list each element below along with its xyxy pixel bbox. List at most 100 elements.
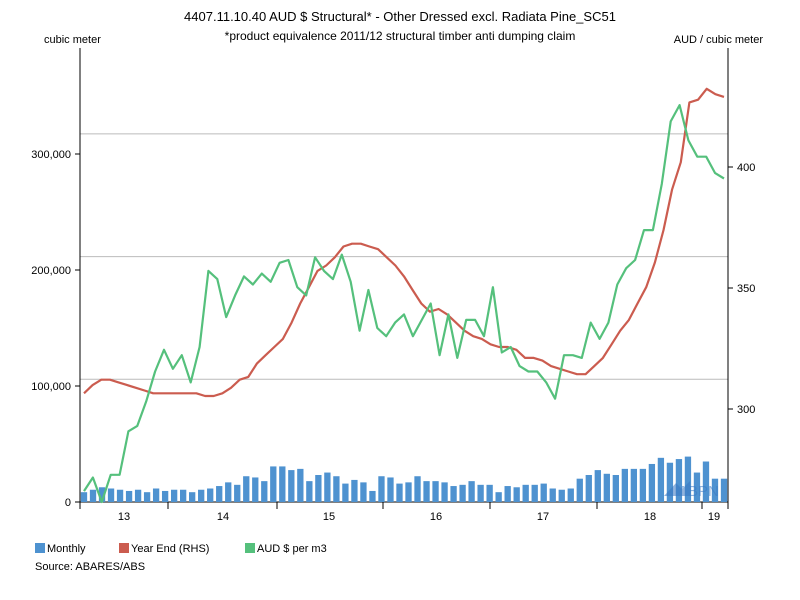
monthly-bar xyxy=(107,488,115,502)
right-tick-350: 350 xyxy=(728,283,755,295)
monthly-bar xyxy=(576,478,583,502)
monthly-bar xyxy=(360,482,367,502)
monthly-bar xyxy=(639,468,647,502)
monthly-bar xyxy=(468,481,475,502)
monthly-bar xyxy=(513,487,520,502)
monthly-bars xyxy=(80,456,728,502)
monthly-bar xyxy=(450,486,457,502)
monthly-bar xyxy=(189,492,196,502)
legend-label-year-end: Year End (RHS) xyxy=(131,543,209,555)
x-tick-label-15: 15 xyxy=(323,511,335,523)
monthly-bar xyxy=(161,490,169,502)
left-tick-300000: 300,000 xyxy=(31,149,80,161)
year-end-line xyxy=(83,87,725,398)
x-tick-label-17: 17 xyxy=(537,511,549,523)
legend-item-monthly: Monthly xyxy=(35,543,86,555)
monthly-bar xyxy=(89,489,97,502)
monthly-bar xyxy=(558,489,565,502)
x-tick-18: 18 xyxy=(596,502,656,523)
monthly-bar xyxy=(234,484,241,502)
monthly-bar xyxy=(657,457,665,502)
right-tick-400: 400 xyxy=(728,162,755,174)
legend-swatch-monthly xyxy=(35,543,45,553)
monthly-bar xyxy=(594,470,601,502)
x-tick-17: 17 xyxy=(489,502,549,523)
monthly-bar xyxy=(414,476,421,502)
x-tick-13: 13 xyxy=(79,502,130,523)
x-tick-label-19: 19 xyxy=(708,511,720,523)
monthly-bar xyxy=(324,472,331,502)
monthly-bar xyxy=(98,487,106,502)
monthly-bar xyxy=(486,484,493,502)
monthly-bar xyxy=(351,479,358,502)
monthly-bar xyxy=(125,490,133,502)
x-tick-15: 15 xyxy=(276,502,335,523)
left-tick-label-100000: 100,000 xyxy=(31,381,71,393)
x-tick-16: 16 xyxy=(382,502,442,523)
right-tick-300: 300 xyxy=(728,404,755,416)
monthly-bar xyxy=(198,489,205,502)
left-tick-label-200000: 200,000 xyxy=(31,265,71,277)
aud-per-m3-line xyxy=(83,103,725,504)
monthly-bar xyxy=(134,489,142,502)
right-axis-unit: AUD / cubic meter xyxy=(674,34,764,46)
monthly-bar xyxy=(378,476,385,502)
left-axis-unit: cubic meter xyxy=(44,34,101,46)
monthly-bar xyxy=(648,463,656,502)
monthly-bar xyxy=(540,483,547,502)
monthly-bar xyxy=(80,492,88,502)
monthly-bar xyxy=(477,484,484,502)
monthly-bar xyxy=(522,484,529,502)
monthly-bar xyxy=(261,481,268,502)
legend-swatch-year-end xyxy=(119,543,129,553)
gridlines xyxy=(80,133,728,380)
monthly-bar xyxy=(711,478,719,502)
monthly-bar xyxy=(666,462,674,502)
monthly-bar xyxy=(225,482,232,502)
legend-swatch-aud xyxy=(245,543,255,553)
monthly-bar xyxy=(441,482,448,502)
monthly-bar xyxy=(702,461,710,502)
legend-item-year-end: Year End (RHS) xyxy=(119,543,209,555)
monthly-bar xyxy=(630,468,638,502)
monthly-bar xyxy=(342,483,349,502)
monthly-bar xyxy=(387,477,394,502)
monthly-bar xyxy=(170,489,178,502)
monthly-bar xyxy=(405,482,412,502)
x-tick-19: 19 xyxy=(701,502,720,523)
monthly-bar xyxy=(207,488,214,502)
monthly-bar xyxy=(459,484,466,502)
left-tick-200000: 200,000 xyxy=(31,265,80,277)
monthly-bar xyxy=(612,475,619,502)
monthly-bar xyxy=(297,468,304,502)
monthly-bar xyxy=(675,459,683,502)
monthly-bar xyxy=(279,466,286,502)
monthly-bar xyxy=(116,489,124,502)
monthly-bar xyxy=(143,492,151,502)
legend: Monthly Year End (RHS) AUD $ per m3 xyxy=(35,543,327,555)
right-tick-label-350: 350 xyxy=(737,283,755,295)
right-tick-label-400: 400 xyxy=(737,162,755,174)
monthly-bar xyxy=(152,488,160,502)
legend-label-monthly: Monthly xyxy=(47,543,86,555)
left-tick-0: 0 xyxy=(65,497,80,509)
left-tick-100000: 100,000 xyxy=(31,381,80,393)
monthly-bar xyxy=(270,466,277,502)
legend-label-aud: AUD $ per m3 xyxy=(257,543,327,555)
monthly-bar xyxy=(315,475,322,502)
monthly-bar xyxy=(288,470,295,502)
monthly-bar xyxy=(243,476,250,502)
monthly-bar xyxy=(693,472,701,502)
source-note: Source: ABARES/ABS xyxy=(35,561,145,573)
monthly-bar xyxy=(423,481,430,502)
x-tick-label-13: 13 xyxy=(118,511,130,523)
x-tick-label-16: 16 xyxy=(430,511,442,523)
left-tick-label-0: 0 xyxy=(65,497,71,509)
monthly-bar xyxy=(621,468,628,502)
right-tick-label-300: 300 xyxy=(737,404,755,416)
x-tick-label-14: 14 xyxy=(217,511,229,523)
left-tick-label-300000: 300,000 xyxy=(31,149,71,161)
x-tick-14: 14 xyxy=(167,502,229,523)
monthly-bar xyxy=(585,475,592,502)
